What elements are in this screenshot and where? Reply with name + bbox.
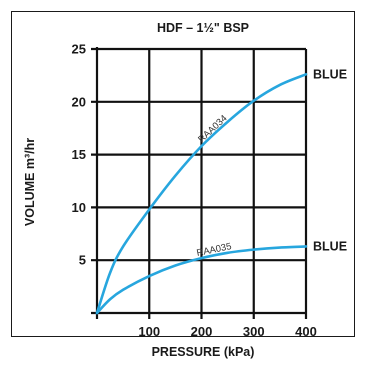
chart-title: HDF – 1½" BSP	[157, 21, 249, 35]
y-tick-label-5: 5	[79, 253, 86, 268]
x-tick-label-200: 200	[191, 324, 213, 339]
series-line-RAA035	[95, 245, 308, 315]
y-tick-label-15: 15	[72, 147, 86, 162]
series-line-RAA034	[95, 73, 308, 315]
x-tick-label-300: 300	[243, 324, 265, 339]
y-tick-label-10: 10	[72, 200, 86, 215]
axes	[91, 47, 306, 319]
y-axis-title: VOLUME m³/hr	[23, 138, 37, 226]
series-end-label-RAA035: BLUE	[313, 239, 347, 253]
grid	[91, 47, 308, 319]
tick-labels: 5 10 15 20 25 100 200 300 400	[72, 42, 317, 340]
x-tick-label-400: 400	[295, 324, 317, 339]
chart-frame	[11, 11, 355, 337]
series-end-label-RAA034: BLUE	[313, 67, 347, 81]
y-tick-label-25: 25	[72, 42, 86, 57]
x-axis-title: PRESSURE (kPa)	[152, 345, 255, 359]
y-tick-label-20: 20	[72, 94, 86, 109]
x-tick-label-100: 100	[138, 324, 160, 339]
